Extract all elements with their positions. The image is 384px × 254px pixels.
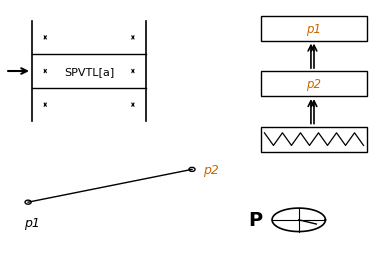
Bar xyxy=(261,127,367,152)
Text: p2: p2 xyxy=(306,78,321,91)
Text: p1: p1 xyxy=(24,216,40,229)
Text: SPVTL[a]: SPVTL[a] xyxy=(64,67,114,77)
Bar xyxy=(261,17,367,42)
Bar xyxy=(261,72,367,97)
Text: P: P xyxy=(248,211,263,229)
Text: p1: p1 xyxy=(306,23,321,36)
Text: p2: p2 xyxy=(204,163,219,176)
